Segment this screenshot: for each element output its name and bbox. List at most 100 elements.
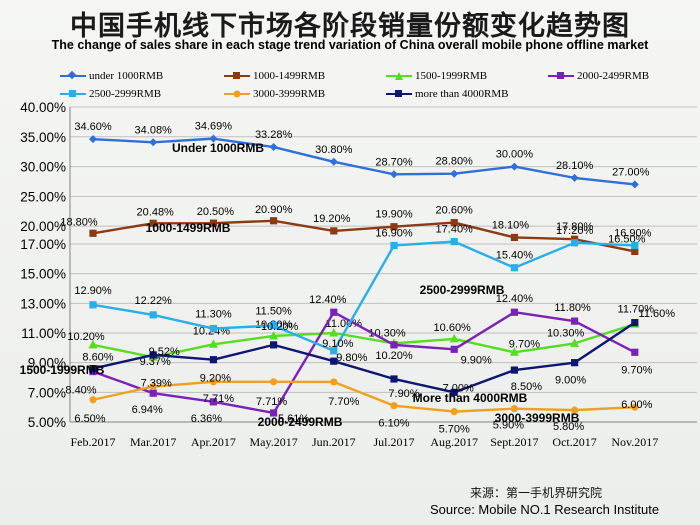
series-line [92,321,636,394]
data-label: 19.90% [375,209,413,221]
data-point [209,219,217,227]
legend-label: 3000-3999RMB [253,88,326,100]
data-point [208,339,218,348]
x-tick-label: Jul.2017 [373,435,414,449]
data-point [450,408,458,416]
data-label: 30.00% [496,149,534,161]
data-label: 5.90% [493,420,524,432]
data-label: 5.61% [278,413,309,425]
data-point [630,180,639,189]
legend-swatch [224,90,250,98]
data-label: 34.60% [74,121,112,133]
data-point [330,357,338,365]
data-point [510,366,518,374]
x-tick-label: May.2017 [249,435,297,449]
x-tick-label: Nov.2017 [611,435,658,449]
data-label: 6.00% [621,399,652,411]
y-tick-label: 13.00% [20,296,66,311]
data-label: 9.70% [509,338,540,350]
data-point [209,378,217,386]
data-point [89,301,97,309]
legend-swatch [548,72,574,79]
data-point [149,382,157,391]
legend-item: 3000-3999RMB [224,88,325,100]
series-annotation: More than 4000RMB [413,391,528,405]
series-line [92,137,635,186]
data-label: 9.37% [140,356,171,368]
legend-swatch [60,71,86,80]
data-point [330,227,338,235]
data-point [390,402,398,410]
x-tick-label: Feb.2017 [71,435,116,449]
data-point [149,219,157,227]
series-annotation: 2000-2499RMB [258,415,343,429]
data-label: 10.20% [261,321,299,333]
data-label: 9.90% [461,354,492,366]
legend-label: 2500-2999RMB [89,88,162,100]
y-tick-label: 30.00% [20,160,66,175]
data-label: 20.48% [137,206,175,218]
data-point [570,173,579,182]
data-label: 8.50% [511,381,542,393]
data-point [89,135,97,144]
data-point [631,247,639,256]
legend-swatch [386,90,412,97]
x-tick-label: Aug.2017 [430,435,478,449]
data-point [149,311,157,319]
data-point [631,319,639,327]
data-label: 34.08% [135,124,173,136]
data-label: 9.52% [149,346,180,358]
data-label: 10.20% [375,350,413,362]
y-tick-label: 40.00% [20,100,66,115]
data-label: 11.30% [195,309,232,321]
data-point [570,338,580,347]
data-label: 7.39% [141,378,172,390]
y-tick-label: 7.00% [28,385,66,400]
data-point [571,406,579,414]
data-label: 27.00% [612,166,650,178]
x-tick-label: Oct.2017 [552,435,596,449]
data-label: 12.40% [496,293,534,305]
x-tick-label: Jun.2017 [312,435,356,449]
data-point [270,341,278,349]
data-point [450,388,458,396]
data-point [510,308,518,316]
chart-subtitle: The change of sales share in each stage … [51,38,649,52]
data-label: 9.10% [322,338,353,350]
data-point [450,238,458,246]
y-tick-label: 25.00% [20,189,66,204]
data-point [149,351,157,359]
series-annotation: 3000-3999RMB [495,411,580,425]
data-label: 8.40% [65,385,96,397]
data-label: 6.36% [191,413,222,425]
data-point [270,378,278,386]
legend-swatch [224,72,250,79]
x-tick-label: Sept.2017 [490,435,538,449]
source-cn: 来源：第一手机界研究院 [470,486,603,500]
data-point [631,241,639,250]
series-annotation: 1000-1499RMB [146,221,231,235]
data-point [631,348,639,356]
data-label: 12.40% [309,294,347,306]
data-point [510,264,518,272]
data-point [449,333,459,343]
data-label: 10.30% [547,327,585,339]
legend-label: 1000-1499RMB [253,70,326,82]
data-label: 5.70% [439,424,470,436]
data-point [509,347,519,356]
series-annotation: 2500-2999RMB [420,283,505,297]
legend-item: 1000-1499RMB [224,70,325,82]
data-point [510,162,519,171]
data-label: 6.94% [132,404,163,416]
data-label: 6.10% [378,418,409,430]
data-point [88,339,98,349]
x-tick-label: Apr.2017 [191,435,236,449]
x-tick-label: Mar.2017 [130,435,176,449]
data-label: 30.80% [315,144,353,156]
data-label: 34.69% [195,121,233,133]
series-line [92,322,636,359]
data-label: 11.60% [639,308,676,320]
data-label: 9.00% [555,375,586,387]
y-tick-label: 17.00% [20,237,66,252]
data-point [510,233,518,242]
